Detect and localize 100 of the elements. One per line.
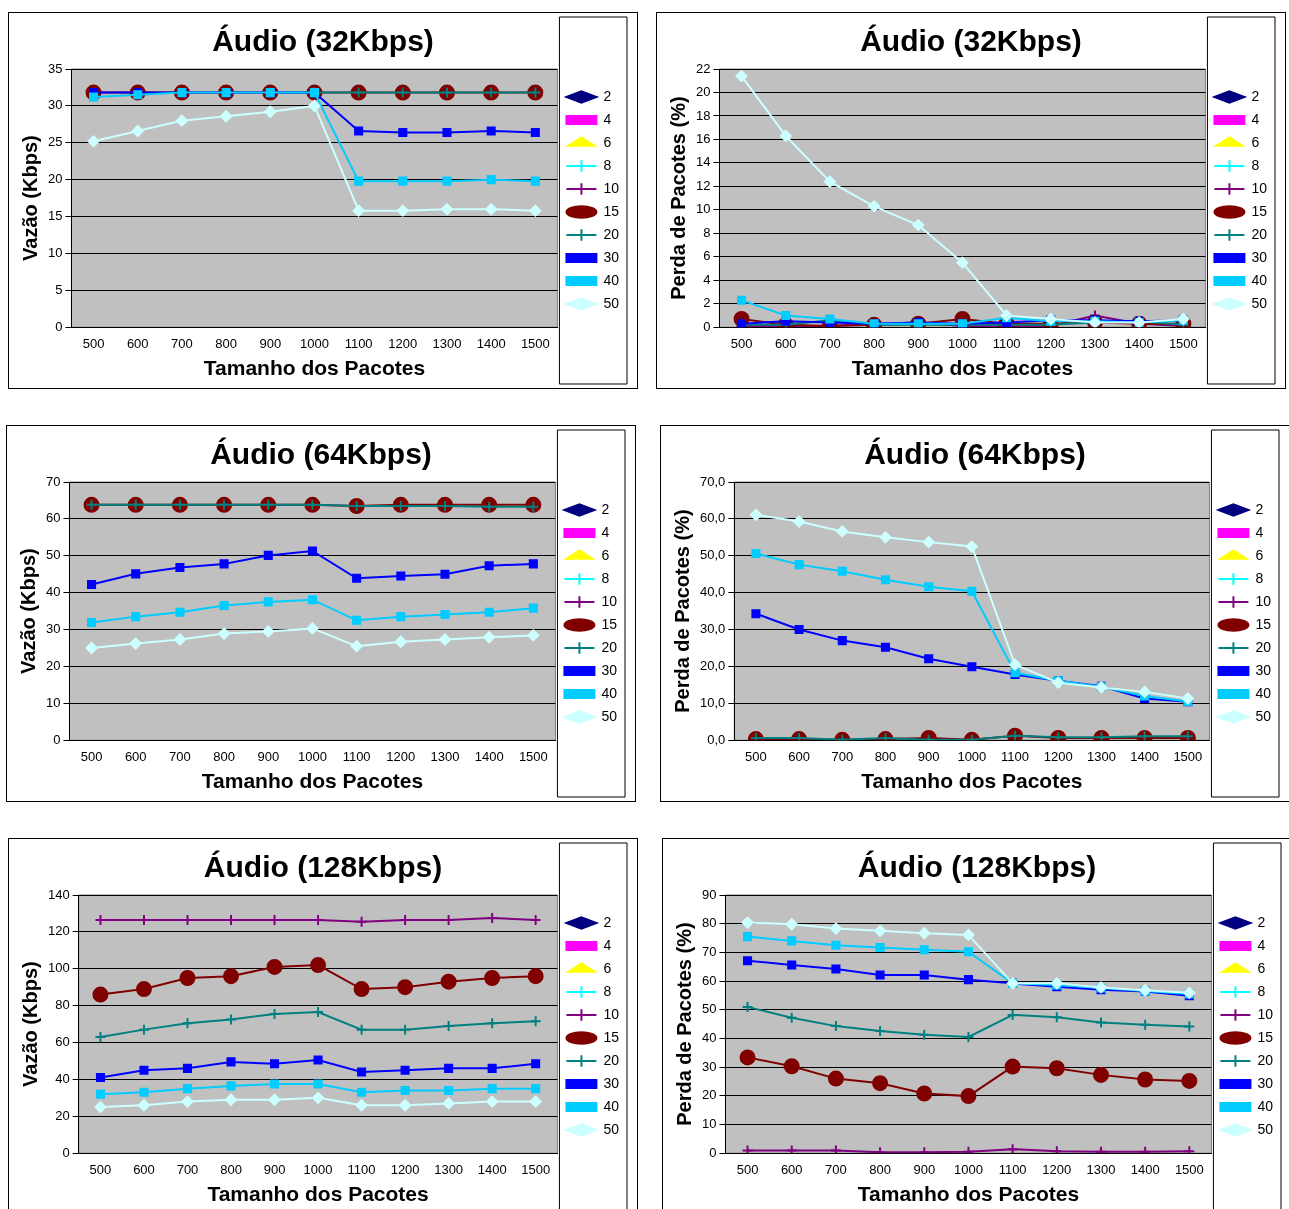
legend-label: 10 xyxy=(603,1005,620,1022)
y-tick-label: 0 xyxy=(55,318,63,334)
y-tick-label: 70 xyxy=(701,943,717,959)
x-tick-label: 1100 xyxy=(347,1161,376,1177)
legend-label: 2 xyxy=(601,500,610,517)
legend-label: 20 xyxy=(603,1051,620,1068)
y-tick-label: 40 xyxy=(701,1030,717,1046)
legend-label: 8 xyxy=(603,982,612,999)
x-tick-label: 1300 xyxy=(432,335,462,351)
legend-label: 15 xyxy=(601,615,618,632)
legend-label: 30 xyxy=(603,248,620,265)
legend-label: 4 xyxy=(1257,936,1266,953)
y-tick-label: 60 xyxy=(45,510,61,526)
legend-label: 20 xyxy=(1251,225,1268,242)
y-tick-label: 140 xyxy=(47,886,70,902)
x-tick-label: 700 xyxy=(171,335,193,351)
x-tick-label: 1000 xyxy=(297,748,327,764)
x-tick-label: 1500 xyxy=(518,748,548,764)
y-axis-title: Vazão (Kbps) xyxy=(18,961,41,1087)
legend-label: 8 xyxy=(603,156,612,173)
y-tick-label: 40 xyxy=(45,584,61,600)
x-tick-label: 1200 xyxy=(386,748,416,764)
y-tick-label: 50 xyxy=(701,1001,717,1017)
x-axis-title: Tamanho dos Pacotes xyxy=(201,769,424,793)
x-tick-label: 1100 xyxy=(998,1161,1027,1177)
legend-label: 30 xyxy=(1251,248,1268,265)
legend-label: 30 xyxy=(601,661,618,678)
legend-label: 50 xyxy=(603,1120,620,1137)
x-tick-label: 700 xyxy=(831,748,854,764)
legend-label: 6 xyxy=(603,959,612,976)
y-tick-label: 50 xyxy=(45,547,61,563)
x-tick-label: 800 xyxy=(220,1161,242,1177)
y-tick-label: 35 xyxy=(47,60,63,76)
y-tick-label: 20 xyxy=(55,1107,70,1123)
y-tick-label: 80 xyxy=(55,997,70,1013)
legend-label: 50 xyxy=(1255,707,1272,724)
y-tick-label: 60 xyxy=(55,1034,70,1050)
x-tick-label: 600 xyxy=(788,748,810,764)
y-axis-title: Perda de Pacotes (%) xyxy=(672,922,695,1126)
x-tick-label: 700 xyxy=(825,1161,847,1177)
x-tick-label: 600 xyxy=(780,1161,803,1177)
x-tick-label: 1300 xyxy=(1086,748,1116,764)
legend-label: 10 xyxy=(603,179,620,196)
chart-title: Áudio (32Kbps) xyxy=(860,24,1082,58)
x-tick-label: 1400 xyxy=(474,748,504,764)
y-tick-label: 0,0 xyxy=(707,731,726,747)
y-tick-label: 12 xyxy=(695,177,711,193)
legend-label: 15 xyxy=(1255,615,1272,632)
x-tick-label: 800 xyxy=(874,748,897,764)
y-tick-label: 10 xyxy=(701,1116,717,1132)
legend-label: 4 xyxy=(603,936,612,953)
x-tick-label: 900 xyxy=(257,748,280,764)
x-axis-title: Tamanho dos Pacotes xyxy=(203,356,426,380)
y-tick-label: 100 xyxy=(47,960,70,976)
y-tick-label: 15 xyxy=(47,208,63,224)
y-tick-label: 30 xyxy=(47,97,63,113)
x-tick-label: 500 xyxy=(89,1161,112,1177)
legend-label: 6 xyxy=(603,133,612,150)
x-tick-label: 1400 xyxy=(1130,1161,1160,1177)
legend-label: 2 xyxy=(603,87,612,104)
x-tick-label: 1300 xyxy=(1086,1161,1116,1177)
legend-label: 8 xyxy=(601,569,610,586)
x-tick-label: 1400 xyxy=(477,1161,507,1177)
legend-label: 20 xyxy=(1255,638,1272,655)
legend-label: 4 xyxy=(601,523,610,540)
legend-label: 30 xyxy=(1255,661,1272,678)
x-tick-label: 600 xyxy=(126,335,149,351)
y-tick-label: 10 xyxy=(47,245,63,261)
y-tick-label: 5 xyxy=(55,281,63,297)
legend-label: 15 xyxy=(603,202,620,219)
legend-label: 10 xyxy=(1251,179,1268,196)
x-tick-label: 1000 xyxy=(299,335,329,351)
y-tick-label: 60,0 xyxy=(699,510,726,526)
y-tick-label: 25 xyxy=(47,134,63,150)
legend-label: 8 xyxy=(1255,569,1264,586)
y-tick-label: 18 xyxy=(695,107,711,123)
y-tick-label: 0 xyxy=(709,1144,717,1160)
y-tick-label: 50,0 xyxy=(699,547,726,563)
legend-label: 20 xyxy=(603,225,620,242)
legend-label: 6 xyxy=(1255,546,1264,563)
x-tick-label: 1200 xyxy=(1043,748,1073,764)
x-tick-label: 900 xyxy=(913,1161,936,1177)
legend-label: 15 xyxy=(1257,1028,1274,1045)
legend-label: 4 xyxy=(1251,110,1260,127)
y-tick-label: 0 xyxy=(703,318,711,334)
y-tick-label: 14 xyxy=(695,154,711,170)
y-tick-label: 22 xyxy=(695,60,711,76)
legend-label: 8 xyxy=(1251,156,1260,173)
x-tick-label: 1400 xyxy=(1130,748,1160,764)
y-tick-label: 70,0 xyxy=(699,473,726,489)
legend-label: 40 xyxy=(603,1097,620,1114)
y-tick-label: 10 xyxy=(695,201,711,217)
x-tick-label: 600 xyxy=(133,1161,155,1177)
x-tick-label: 1500 xyxy=(1168,335,1198,351)
x-tick-label: 1000 xyxy=(947,335,977,351)
legend-label: 50 xyxy=(603,294,620,311)
chart-title: Áudio (32Kbps) xyxy=(212,24,434,58)
legend-label: 4 xyxy=(1255,523,1264,540)
x-axis-title: Tamanho dos Pacotes xyxy=(857,1182,1080,1206)
x-tick-label: 600 xyxy=(124,748,147,764)
